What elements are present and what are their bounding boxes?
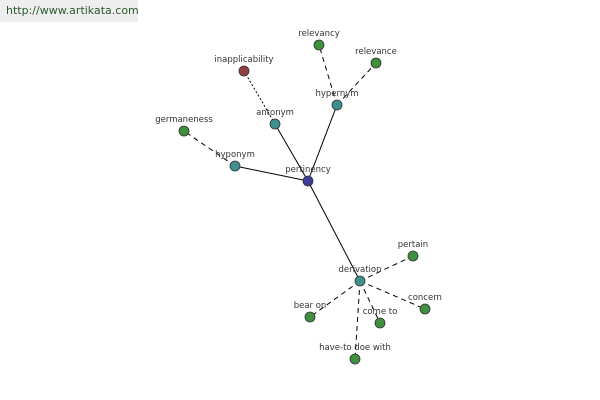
- edge: [354, 280, 361, 360]
- edge: [336, 62, 377, 106]
- node-label: relevancy: [298, 29, 339, 39]
- node-label: inapplicability: [214, 55, 273, 65]
- node-label: have-to doe with: [319, 343, 391, 353]
- node-label: pertain: [398, 240, 428, 250]
- node: [331, 99, 343, 111]
- edge: [318, 44, 338, 106]
- node: [238, 65, 250, 77]
- node-label: concern: [408, 293, 442, 303]
- node-label: bear on: [294, 301, 327, 311]
- node: [354, 275, 366, 287]
- node-label: germaneness: [155, 115, 213, 125]
- node-label: pertinency: [285, 165, 331, 175]
- node: [370, 57, 382, 69]
- edge: [183, 130, 236, 167]
- node-label: derivation: [338, 265, 381, 275]
- watermark: http://www.artikata.com: [0, 0, 139, 22]
- edge: [234, 165, 309, 182]
- node-label: hyponym: [215, 150, 255, 160]
- edge: [359, 280, 426, 310]
- node: [302, 175, 314, 187]
- node: [178, 125, 190, 137]
- node-label: come to: [363, 307, 398, 317]
- node: [419, 303, 431, 315]
- edge: [307, 104, 338, 182]
- edge: [307, 180, 361, 282]
- node: [407, 250, 419, 262]
- node-label: antonym: [256, 108, 294, 118]
- edge: [309, 280, 361, 318]
- edge: [274, 123, 309, 182]
- node: [229, 160, 241, 172]
- edge: [359, 280, 381, 324]
- edge: [359, 255, 414, 282]
- node: [349, 353, 361, 365]
- node-label: relevance: [355, 47, 397, 57]
- node-label: hypernym: [315, 89, 358, 99]
- node: [304, 311, 316, 323]
- node: [374, 317, 386, 329]
- node: [269, 118, 281, 130]
- node: [313, 39, 325, 51]
